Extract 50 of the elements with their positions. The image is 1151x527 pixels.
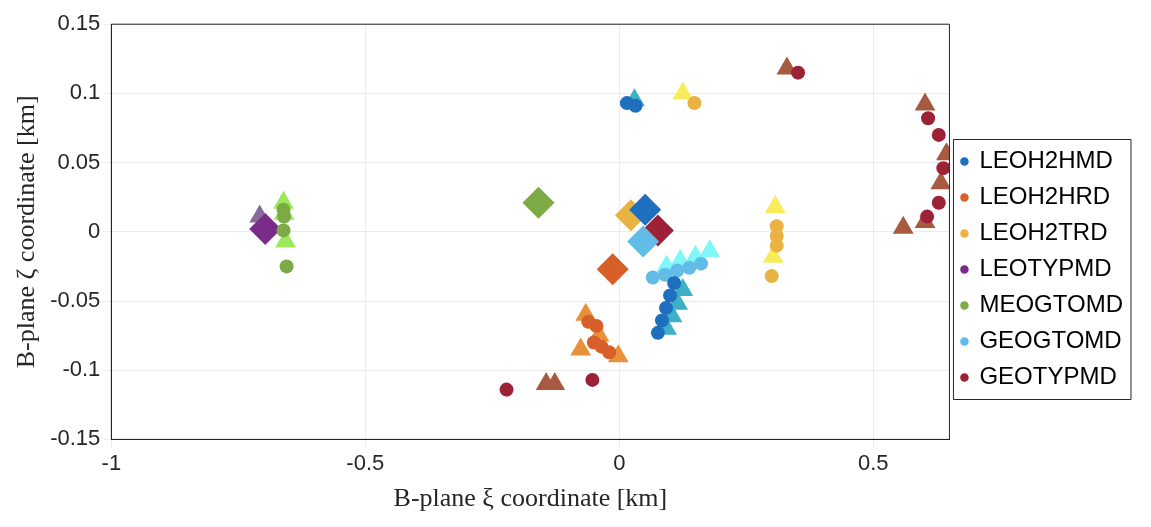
- y-tick-label: 0.05: [57, 148, 101, 174]
- legend-label: LEOH2HRD: [979, 182, 1111, 210]
- point: [279, 259, 294, 274]
- point: [931, 195, 946, 210]
- point: [627, 225, 660, 258]
- y-axis-title: B-plane ζ coordinate [km]: [11, 95, 41, 369]
- point: [920, 209, 935, 224]
- point: [629, 193, 662, 226]
- legend-label: LEOTYPMD: [979, 254, 1112, 282]
- y-tick-label: 0.15: [57, 10, 101, 36]
- y-tick-label: -0.1: [62, 356, 101, 382]
- x-tick-label: -0.5: [346, 449, 385, 475]
- point: [522, 186, 555, 219]
- y-tick-label: 0.1: [69, 79, 101, 105]
- point: [650, 325, 665, 340]
- point: [658, 267, 672, 282]
- legend-label: LEOH2HMD: [979, 146, 1113, 174]
- point: [628, 98, 643, 113]
- point: [936, 161, 950, 176]
- point: [589, 318, 604, 333]
- point: [764, 269, 779, 284]
- x-tick-label: 0: [613, 449, 626, 475]
- x-tick-label: -1: [101, 449, 122, 475]
- x-axis-title: B-plane ξ coordinate [km]: [393, 483, 668, 513]
- point: [499, 382, 514, 397]
- point: [585, 372, 600, 387]
- point: [663, 288, 678, 303]
- point: [602, 345, 617, 360]
- point: [682, 260, 697, 275]
- x-tick-label: 0.5: [857, 449, 889, 475]
- y-tick-label: -0.05: [50, 287, 101, 313]
- point: [276, 223, 291, 238]
- point: [921, 111, 936, 126]
- point: [687, 96, 702, 111]
- point: [659, 300, 674, 315]
- y-tick-label: -0.15: [50, 425, 101, 451]
- legend-label: GEOGTOMD: [979, 326, 1122, 354]
- y-tick-label: 0: [88, 217, 101, 243]
- point: [654, 313, 669, 328]
- point: [667, 276, 682, 291]
- point: [645, 270, 660, 285]
- legend-label: LEOH2TRD: [979, 218, 1108, 246]
- point: [596, 253, 629, 286]
- point: [931, 127, 946, 142]
- point: [791, 65, 806, 80]
- point: [694, 256, 709, 271]
- point: [769, 238, 784, 253]
- legend-label: GEOTYPMD: [979, 362, 1117, 390]
- point: [670, 263, 685, 278]
- legend-label: MEOGTOMD: [979, 290, 1124, 318]
